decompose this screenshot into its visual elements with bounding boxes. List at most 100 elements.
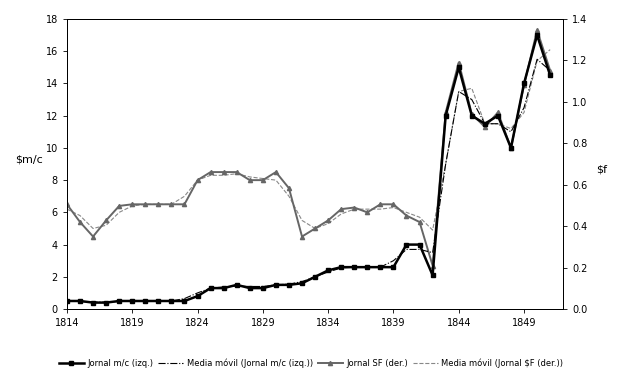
Jornal SF (der.) — [416, 220, 424, 224]
Media móvil (Jornal $F (der.)) — [233, 172, 241, 176]
Media móvil (Jornal $F (der.)) — [533, 59, 541, 63]
Jornal m/c (izq.) — [494, 113, 501, 118]
Media móvil (Jornal $F (der.)) — [520, 110, 527, 115]
Jornal m/c (izq.) — [246, 286, 254, 290]
Jornal m/c (izq.) — [364, 265, 371, 270]
Media móvil (Jornal m/c (izq.)) — [325, 270, 332, 274]
Jornal SF (der.) — [390, 202, 397, 207]
Jornal m/c (izq.) — [233, 283, 241, 287]
Y-axis label: $f: $f — [596, 164, 607, 174]
Jornal m/c (izq.) — [429, 273, 437, 277]
Media móvil (Jornal $F (der.)) — [377, 207, 384, 211]
Media móvil (Jornal m/c (izq.)) — [207, 286, 215, 290]
Media móvil (Jornal m/c (izq.)) — [338, 266, 345, 270]
Jornal m/c (izq.) — [63, 299, 71, 303]
Media móvil (Jornal $F (der.)) — [351, 207, 358, 211]
Media móvil (Jornal $F (der.)) — [481, 121, 489, 126]
Media móvil (Jornal $F (der.)) — [364, 207, 371, 211]
Jornal m/c (izq.) — [77, 299, 84, 303]
Media móvil (Jornal m/c (izq.)) — [403, 247, 411, 252]
Jornal m/c (izq.) — [442, 113, 450, 118]
Jornal SF (der.) — [259, 178, 267, 182]
Media móvil (Jornal m/c (izq.)) — [63, 299, 71, 303]
Jornal SF (der.) — [90, 234, 97, 239]
Line: Media móvil (Jornal $F (der.)): Media móvil (Jornal $F (der.)) — [67, 50, 550, 230]
Jornal SF (der.) — [403, 213, 411, 218]
Jornal SF (der.) — [325, 218, 332, 223]
Jornal m/c (izq.) — [377, 265, 384, 270]
Jornal m/c (izq.) — [129, 299, 136, 303]
Media móvil (Jornal m/c (izq.)) — [351, 265, 358, 270]
Legend: Jornal m/c (izq.), Media móvil (Jornal m/c (izq.)), Jornal SF (der.), Media móvi: Jornal m/c (izq.), Media móvil (Jornal m… — [55, 355, 567, 371]
Jornal SF (der.) — [181, 202, 188, 207]
Media móvil (Jornal m/c (izq.)) — [285, 282, 293, 286]
Jornal SF (der.) — [299, 234, 306, 239]
Jornal m/c (izq.) — [272, 283, 280, 287]
Media móvil (Jornal $F (der.)) — [168, 202, 175, 207]
Jornal SF (der.) — [220, 170, 228, 174]
Media móvil (Jornal m/c (izq.)) — [168, 299, 175, 303]
Media móvil (Jornal m/c (izq.)) — [194, 291, 202, 295]
Jornal m/c (izq.) — [103, 300, 110, 305]
Media móvil (Jornal $F (der.)) — [220, 173, 228, 178]
Media móvil (Jornal m/c (izq.)) — [416, 247, 424, 252]
Jornal SF (der.) — [338, 207, 345, 211]
Media móvil (Jornal m/c (izq.)) — [129, 299, 136, 303]
Jornal SF (der.) — [103, 218, 110, 223]
Jornal SF (der.) — [194, 178, 202, 182]
Media móvil (Jornal $F (der.)) — [155, 202, 162, 207]
Line: Jornal SF (der.): Jornal SF (der.) — [65, 28, 552, 268]
Jornal m/c (izq.) — [181, 299, 188, 303]
Media móvil (Jornal $F (der.)) — [442, 162, 450, 166]
Jornal m/c (izq.) — [390, 265, 397, 270]
Media móvil (Jornal $F (der.)) — [468, 86, 476, 90]
Media móvil (Jornal m/c (izq.)) — [533, 57, 541, 61]
Jornal m/c (izq.) — [351, 265, 358, 270]
Media móvil (Jornal m/c (izq.)) — [468, 97, 476, 102]
Media móvil (Jornal m/c (izq.)) — [507, 130, 514, 134]
Media móvil (Jornal $F (der.)) — [90, 226, 97, 231]
Media móvil (Jornal m/c (izq.)) — [181, 296, 188, 301]
Jornal m/c (izq.) — [194, 294, 202, 299]
Media móvil (Jornal $F (der.)) — [429, 228, 437, 232]
Media móvil (Jornal $F (der.)) — [416, 215, 424, 219]
Media móvil (Jornal m/c (izq.)) — [377, 265, 384, 270]
Media móvil (Jornal $F (der.)) — [63, 207, 71, 211]
Media móvil (Jornal $F (der.)) — [455, 89, 463, 94]
Jornal SF (der.) — [377, 202, 384, 207]
Media móvil (Jornal m/c (izq.)) — [77, 299, 84, 304]
Media móvil (Jornal $F (der.)) — [259, 176, 267, 181]
Jornal m/c (izq.) — [312, 274, 319, 279]
Media móvil (Jornal m/c (izq.)) — [116, 299, 123, 304]
Media móvil (Jornal $F (der.)) — [390, 205, 397, 210]
Jornal m/c (izq.) — [455, 65, 463, 70]
Jornal m/c (izq.) — [481, 121, 489, 126]
Jornal SF (der.) — [468, 112, 476, 116]
Media móvil (Jornal $F (der.)) — [285, 194, 293, 199]
Media móvil (Jornal $F (der.)) — [103, 223, 110, 227]
Jornal m/c (izq.) — [546, 73, 554, 78]
Media móvil (Jornal $F (der.)) — [272, 178, 280, 182]
Jornal SF (der.) — [455, 60, 463, 65]
Jornal SF (der.) — [63, 202, 71, 207]
Jornal SF (der.) — [351, 205, 358, 210]
Media móvil (Jornal $F (der.)) — [194, 178, 202, 182]
Jornal SF (der.) — [207, 170, 215, 174]
Media móvil (Jornal m/c (izq.)) — [494, 121, 501, 126]
Jornal SF (der.) — [312, 226, 319, 231]
Media móvil (Jornal $F (der.)) — [116, 210, 123, 215]
Jornal SF (der.) — [494, 110, 501, 115]
Jornal SF (der.) — [272, 170, 280, 174]
Jornal m/c (izq.) — [259, 286, 267, 290]
Media móvil (Jornal m/c (izq.)) — [246, 284, 254, 289]
Jornal m/c (izq.) — [285, 283, 293, 287]
Jornal m/c (izq.) — [168, 299, 175, 303]
Line: Media móvil (Jornal m/c (izq.)): Media móvil (Jornal m/c (izq.)) — [67, 59, 550, 302]
Media móvil (Jornal $F (der.)) — [325, 221, 332, 226]
Media móvil (Jornal m/c (izq.)) — [442, 162, 450, 166]
Jornal m/c (izq.) — [116, 299, 123, 303]
Jornal m/c (izq.) — [220, 286, 228, 290]
Media móvil (Jornal m/c (izq.)) — [429, 250, 437, 255]
Media móvil (Jornal m/c (izq.)) — [546, 68, 554, 73]
Jornal SF (der.) — [546, 68, 554, 73]
